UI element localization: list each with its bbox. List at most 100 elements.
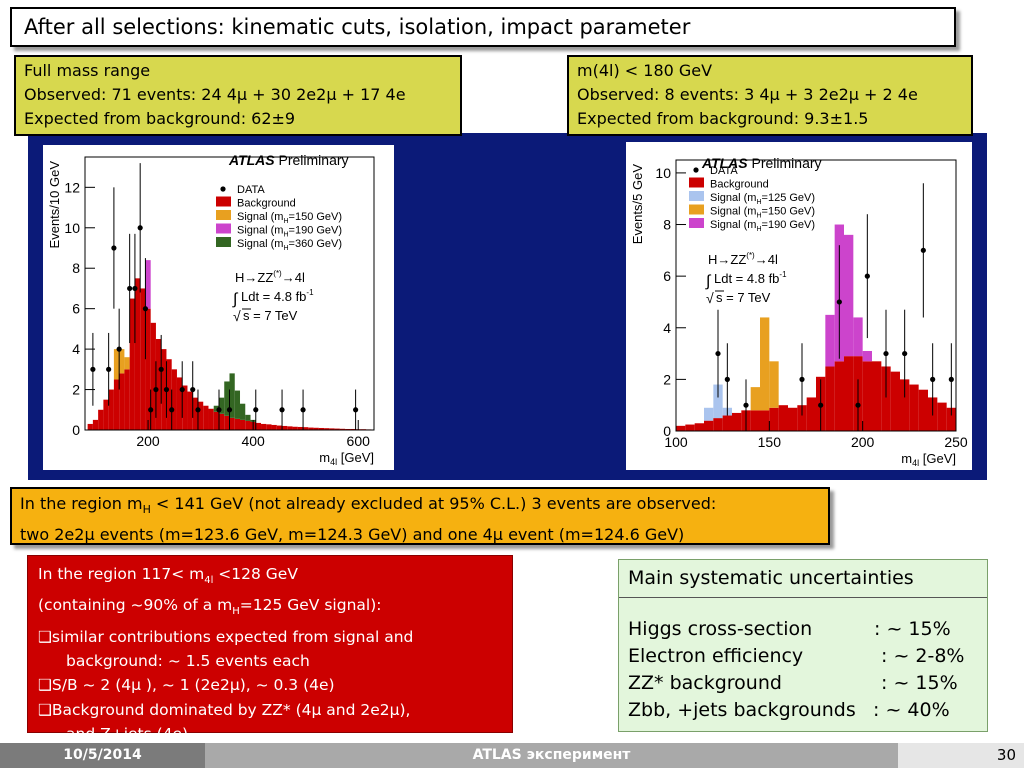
y-tick-label: 10 xyxy=(655,165,671,181)
data-point xyxy=(137,225,143,231)
background-bar xyxy=(862,361,872,431)
data-point xyxy=(855,402,861,408)
signal-360-bar xyxy=(224,381,230,416)
data-point xyxy=(930,376,936,382)
chart-low-mass: 100 150 200 250 0 2 4 6 8 10 Events/5 GeV m4l [GeV]… xyxy=(630,155,968,468)
data-point xyxy=(153,386,159,393)
systematics-value: : ~ 15% xyxy=(881,672,958,694)
data-point xyxy=(158,366,164,372)
signal-region-bullet3-cont: and Z+jets (4e) xyxy=(66,724,189,743)
background-bar xyxy=(108,389,114,430)
background-bar xyxy=(303,427,309,430)
data-point xyxy=(279,407,285,413)
background-bar xyxy=(844,356,854,431)
x-tick-label: 250 xyxy=(944,434,968,450)
plot-panel-full-mass: 200 400 600 0 2 4 6 8 10 12 Events/10 GeV m4l [GeV]… xyxy=(43,145,394,470)
background-bar xyxy=(694,423,704,431)
signal-190-bar xyxy=(145,260,151,309)
y-tick-label: 8 xyxy=(72,260,80,276)
x-tick-label: 400 xyxy=(241,433,265,449)
background-bar xyxy=(119,373,125,430)
data-point xyxy=(724,376,730,382)
data-point xyxy=(111,245,117,251)
data-point xyxy=(169,407,175,413)
plot-frame-axes xyxy=(675,159,957,432)
legend-swatch xyxy=(689,218,704,228)
background-bar xyxy=(255,422,262,430)
signal-150-bar xyxy=(750,387,760,411)
legend-swatch xyxy=(216,196,231,207)
x-tick-label: 150 xyxy=(758,434,782,450)
experiment-label: ATLAS Preliminary xyxy=(701,155,822,171)
slide-title-text: After all selections: kinematic cuts, is… xyxy=(24,15,691,39)
process-label: H→ZZ(*)→4l xyxy=(235,269,305,285)
data-point xyxy=(190,386,196,393)
sqrt-sign: √ xyxy=(233,308,241,324)
signal-region-bullet2: ❑S/B ~ 2 (4μ ), ~ 1 (2e2μ), ~ 0.3 (4e) xyxy=(38,676,335,695)
systematics-name: Higgs cross-section xyxy=(628,618,813,640)
legend-label: Signal (mH=190 GeV) xyxy=(237,225,342,239)
y-tick-label: 2 xyxy=(663,371,671,387)
background-bar xyxy=(150,322,156,430)
data-point xyxy=(743,402,749,408)
background-bar xyxy=(224,415,230,430)
background-bar xyxy=(213,411,219,430)
background-bar xyxy=(788,407,798,431)
data-point xyxy=(253,407,259,413)
legend-label: Signal (mH=150 GeV) xyxy=(237,211,342,225)
data-point xyxy=(226,407,233,413)
signal-360-bar xyxy=(234,390,241,419)
data-point xyxy=(864,273,870,279)
signal-region-bullet3: ❑Background dominated by ZZ* (4μ and 2e2… xyxy=(38,700,411,719)
data-point xyxy=(216,407,222,413)
background-bar xyxy=(324,428,330,430)
systematics-row: Electron efficiency: ~ 2-8% xyxy=(619,643,987,670)
background-bar xyxy=(187,391,193,430)
data-point xyxy=(799,376,805,382)
background-bar xyxy=(203,405,209,430)
legend-marker xyxy=(693,167,699,173)
data-point xyxy=(148,407,154,413)
background-bar xyxy=(890,371,900,431)
observed-events-line2: two 2e2μ events (m=123.6 GeV, m=124.3 Ge… xyxy=(20,525,685,545)
background-bar xyxy=(182,385,188,430)
data-point xyxy=(106,366,112,372)
background-bar xyxy=(313,427,319,430)
systematics-name: Zbb, +jets backgrounds xyxy=(628,699,856,721)
y-tick-label: 10 xyxy=(64,220,80,236)
y-tick-label: 2 xyxy=(72,382,80,398)
signal-region-line2: (containing ~90% of a mH=125 GeV signal)… xyxy=(38,593,502,624)
full-mass-observed: Observed: 71 events: 24 4μ + 30 2e2μ + 1… xyxy=(24,85,406,104)
data-point xyxy=(883,350,889,357)
background-bar xyxy=(140,288,146,430)
data-point xyxy=(127,285,133,292)
background-bar xyxy=(197,401,204,430)
luminosity-label: Ldt = 4.8 fb-1 xyxy=(241,288,314,304)
y-tick-label: 6 xyxy=(72,301,80,317)
background-bar xyxy=(825,366,835,431)
background-bar xyxy=(797,405,807,431)
background-bar xyxy=(345,428,351,430)
low-mass-expected: Expected from background: 9.3±1.5 xyxy=(577,109,869,128)
legend-label: Signal (mH=150 GeV) xyxy=(710,206,815,220)
signal-region-bullet1-cont: background: ~ 1.5 events each xyxy=(66,652,310,671)
background-bar xyxy=(98,409,104,430)
full-mass-range-box: Full mass range Observed: 71 events: 24 … xyxy=(14,55,462,136)
signal-region-line1-sub: 4l xyxy=(204,575,214,587)
background-bar xyxy=(806,397,816,431)
footer-date: 10/5/2014 xyxy=(0,743,205,768)
low-mass-range-label: m(4l) < 180 GeV xyxy=(577,61,713,80)
signal-190-bar xyxy=(844,234,854,357)
full-mass-range-label: Full mass range xyxy=(24,61,151,80)
observed-events-line1-a: In the region m xyxy=(20,494,143,513)
background-bar xyxy=(872,361,882,431)
observed-events-box: In the region mH < 141 GeV (not already … xyxy=(10,487,830,545)
observed-events-line1-b: < 141 GeV (not already excluded at 95% C… xyxy=(150,494,717,513)
systematics-value: : ~ 40% xyxy=(873,699,950,721)
background-bar xyxy=(171,369,177,430)
slide-footer: 10/5/2014 ATLAS эксперимент 30 xyxy=(0,743,1024,768)
signal-360-bar xyxy=(213,405,219,412)
plot-frame-axes xyxy=(84,156,375,431)
background-bar xyxy=(103,399,109,430)
background-bar xyxy=(92,419,99,430)
